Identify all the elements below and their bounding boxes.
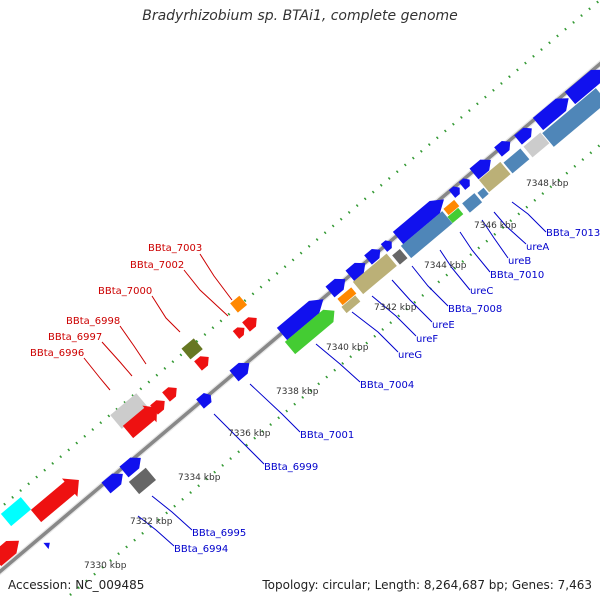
gene-blue-13[interactable] bbox=[458, 176, 473, 190]
label-bbta-7001[interactable]: BBta_7001 bbox=[300, 430, 354, 441]
gene-bbta-7013-khaki[interactable] bbox=[478, 161, 511, 193]
gene-bbta-7008-darkgray[interactable] bbox=[392, 248, 408, 265]
label-bbta-7004[interactable]: BBta_7004 bbox=[360, 380, 414, 391]
gene-bbta-7002-red[interactable] bbox=[232, 324, 248, 339]
gene-blue-15[interactable] bbox=[494, 137, 514, 157]
gene-labels-lower: BBta_7013 ureA ureB BBta_7010 ureC BBta_… bbox=[174, 228, 600, 555]
gene-bbta-6995-darkgray[interactable] bbox=[128, 467, 156, 495]
tick-7340: 7340 kbp bbox=[326, 343, 369, 353]
label-bbta-7013[interactable]: BBta_7013 bbox=[546, 228, 600, 239]
label-bbta-7003[interactable]: BBta_7003 bbox=[148, 243, 202, 254]
gene-bbta-7010-green[interactable] bbox=[447, 207, 464, 224]
gene-urea-steel[interactable] bbox=[477, 187, 489, 200]
gene-bbta-7000-olive[interactable] bbox=[181, 338, 203, 360]
label-bbta-7008[interactable]: BBta_7008 bbox=[448, 304, 502, 315]
label-leader-lines bbox=[83, 201, 547, 547]
kbp-tick-labels: 7330 kbp 7332 kbp 7334 kbp 7336 kbp 7338… bbox=[84, 179, 569, 571]
map-title: Bradyrhizobium sp. BTAi1, complete genom… bbox=[142, 8, 458, 24]
guide-line-middle bbox=[69, 144, 600, 596]
gene-blue-long-11[interactable] bbox=[392, 193, 449, 245]
tick-7342: 7342 kbp bbox=[374, 303, 417, 313]
tick-7336: 7336 kbp bbox=[228, 429, 271, 439]
gene-blue-12[interactable] bbox=[448, 184, 463, 198]
gene-red-small-4[interactable] bbox=[194, 352, 212, 371]
label-uree[interactable]: ureE bbox=[432, 320, 455, 331]
gene-urec-steel[interactable] bbox=[400, 211, 453, 259]
label-bbta-7002[interactable]: BBta_7002 bbox=[130, 260, 184, 271]
gene-uree-khaki[interactable] bbox=[352, 253, 397, 295]
gene-blue-8[interactable] bbox=[345, 258, 370, 282]
gene-gray-21[interactable] bbox=[523, 132, 550, 158]
gene-bbta-6994-blue[interactable] bbox=[43, 540, 52, 550]
label-bbta-7010[interactable]: BBta_7010 bbox=[490, 270, 544, 281]
gene-blue-long-18[interactable] bbox=[564, 64, 600, 105]
gene-steel-long-22[interactable] bbox=[542, 88, 600, 147]
tick-7332: 7332 kbp bbox=[130, 517, 173, 527]
gene-red-small-3[interactable] bbox=[162, 383, 180, 402]
gene-steel-20[interactable] bbox=[503, 148, 530, 174]
label-bbta-6996[interactable]: BBta_6996 bbox=[30, 348, 84, 359]
gene-blue-9[interactable] bbox=[364, 245, 384, 265]
label-bbta-6999[interactable]: BBta_6999 bbox=[264, 462, 318, 473]
gene-bbta-6995-arrow[interactable] bbox=[101, 468, 128, 494]
gene-bbta-6994-arrow[interactable] bbox=[0, 497, 32, 527]
gene-bbta-7010-orange[interactable] bbox=[443, 199, 460, 216]
gene-red-small-5[interactable] bbox=[242, 313, 260, 332]
gene-blue-7[interactable] bbox=[325, 274, 350, 298]
gene-blue-long-6[interactable] bbox=[276, 293, 329, 341]
label-bbta-6997[interactable]: BBta_6997 bbox=[48, 332, 102, 343]
label-urec[interactable]: ureC bbox=[470, 286, 493, 297]
tick-7348: 7348 kbp bbox=[526, 179, 569, 189]
label-bbta-6995[interactable]: BBta_6995 bbox=[192, 528, 246, 539]
gene-blue-16[interactable] bbox=[514, 124, 536, 145]
gene-blue-10[interactable] bbox=[380, 238, 395, 252]
gene-bbta-7003-orange[interactable] bbox=[230, 295, 248, 313]
gene-bbta-6996-gray[interactable] bbox=[110, 393, 148, 429]
label-bbta-6998[interactable]: BBta_6998 bbox=[66, 316, 120, 327]
gene-ureb-steel[interactable] bbox=[462, 193, 483, 213]
gene-blue-long-17[interactable] bbox=[532, 92, 574, 131]
tick-7344: 7344 kbp bbox=[424, 261, 467, 271]
label-ureb[interactable]: ureB bbox=[508, 256, 531, 267]
gene-blue-arrow-2[interactable] bbox=[119, 452, 146, 478]
gene-uref-orange[interactable] bbox=[337, 287, 357, 306]
label-uref[interactable]: ureF bbox=[416, 334, 438, 345]
gene-bbta-6997-red[interactable] bbox=[121, 399, 164, 440]
gene-blue-14[interactable] bbox=[469, 154, 496, 180]
gene-red-arrow-1[interactable] bbox=[28, 471, 86, 525]
topology-text: Topology: circular; Length: 8,264,687 bp… bbox=[262, 578, 592, 592]
label-bbta-7000[interactable]: BBta_7000 bbox=[98, 286, 152, 297]
gene-bbta-6999-blue[interactable] bbox=[196, 390, 214, 409]
accession-text: Accession: NC_009485 bbox=[8, 578, 145, 592]
gene-red-19[interactable] bbox=[0, 535, 24, 567]
label-urea[interactable]: ureA bbox=[526, 242, 549, 253]
gene-ureg-khaki[interactable] bbox=[341, 295, 361, 314]
tick-7346: 7346 kbp bbox=[474, 221, 517, 231]
label-ureg[interactable]: ureG bbox=[398, 350, 422, 361]
label-bbta-6994[interactable]: BBta_6994 bbox=[174, 544, 228, 555]
gene-bbta-6998-red[interactable] bbox=[150, 396, 168, 415]
tick-7334: 7334 kbp bbox=[178, 473, 221, 483]
tick-7338: 7338 kbp bbox=[276, 387, 319, 397]
gene-features[interactable] bbox=[0, 64, 600, 567]
gene-labels-upper: BBta_7003 BBta_7002 BBta_7000 BBta_6998 … bbox=[30, 243, 202, 359]
tick-7330: 7330 kbp bbox=[84, 561, 127, 571]
gene-bbta-7004-green[interactable] bbox=[284, 305, 340, 355]
gene-bbta-7001-blue[interactable] bbox=[229, 358, 254, 382]
